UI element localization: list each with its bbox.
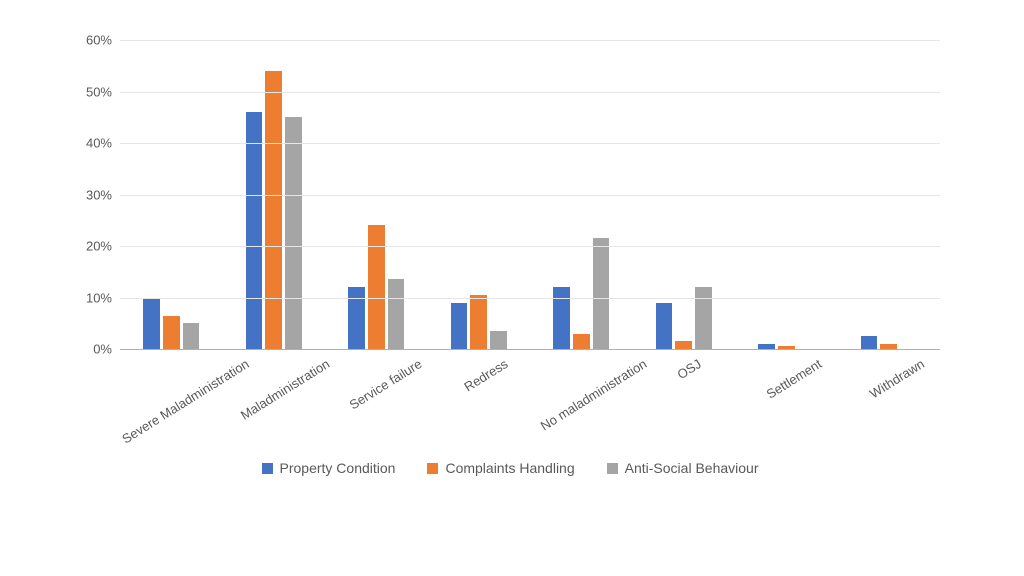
x-tick-label: Redress [461,355,512,394]
y-tick-label: 10% [86,290,120,305]
x-tick-label: Withdrawn [867,355,929,401]
x-label-slot: Redress [428,355,531,445]
legend-item: Anti-Social Behaviour [607,460,759,476]
bar [553,287,570,349]
bar [348,287,365,349]
bar [675,341,692,349]
bar [880,344,897,349]
legend-item: Property Condition [262,460,396,476]
bar [163,316,180,349]
bar [695,287,712,349]
bar [656,303,673,349]
plot-area: 0%10%20%30%40%50%60% [120,40,940,350]
grid-line [120,92,940,93]
x-label-slot: Severe Maladministration [120,355,223,445]
y-tick-label: 20% [86,239,120,254]
bar [573,334,590,349]
legend-swatch [607,463,618,474]
legend-swatch [427,463,438,474]
x-label-slot: Maladministration [223,355,326,445]
x-label-slot: Withdrawn [838,355,941,445]
bar [143,298,160,350]
bar [388,279,405,349]
y-tick-label: 50% [86,84,120,99]
bar [861,336,878,349]
x-tick-label: Settlement [764,355,826,402]
x-label-slot: OSJ [633,355,736,445]
bar [285,117,302,349]
grid-line [120,246,940,247]
x-tick-label: Service failure [347,355,427,412]
legend-label: Anti-Social Behaviour [625,460,759,476]
legend-item: Complaints Handling [427,460,574,476]
x-label-slot: Settlement [735,355,838,445]
legend-label: Complaints Handling [445,460,574,476]
bar [490,331,507,349]
bar [246,112,263,349]
grid-line [120,40,940,41]
bar [778,346,795,349]
y-tick-label: 40% [86,136,120,151]
bar [593,238,610,349]
bar [368,225,385,349]
bar [451,303,468,349]
legend-swatch [262,463,273,474]
x-tick-label: Maladministration [238,355,334,423]
x-axis-labels: Severe MaladministrationMaladministratio… [120,355,940,445]
bar [758,344,775,349]
legend-label: Property Condition [280,460,396,476]
grid-line [120,143,940,144]
legend: Property Condition Complaints Handling Ant… [60,460,960,476]
bar [183,323,200,349]
bar [265,71,282,349]
y-tick-label: 60% [86,33,120,48]
bar [470,295,487,349]
x-label-slot: Service failure [325,355,428,445]
x-label-slot: No maladministration [530,355,633,445]
y-tick-label: 0% [93,342,120,357]
y-tick-label: 30% [86,187,120,202]
chart-container: 0%10%20%30%40%50%60% Severe Maladministr… [60,30,960,490]
grid-line [120,195,940,196]
x-tick-label: OSJ [674,355,705,382]
grid-line [120,298,940,299]
